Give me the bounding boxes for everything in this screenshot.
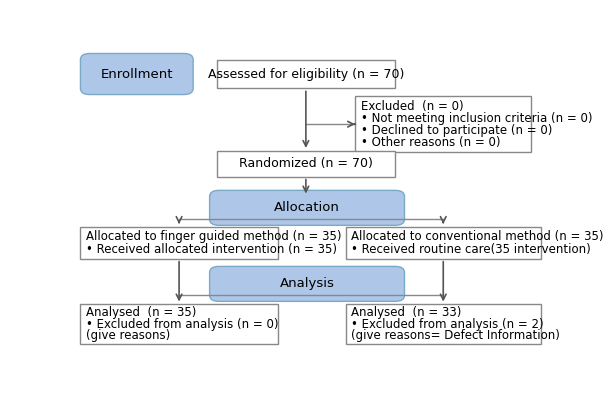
FancyBboxPatch shape — [217, 60, 395, 88]
Text: Assessed for eligibility (n = 70): Assessed for eligibility (n = 70) — [208, 68, 404, 81]
Text: • Received routine care(35 intervention): • Received routine care(35 intervention) — [351, 243, 591, 256]
Text: • Excluded from analysis (n = 2): • Excluded from analysis (n = 2) — [351, 318, 544, 331]
Text: • Received allocated intervention (n = 35): • Received allocated intervention (n = 3… — [86, 243, 337, 256]
FancyBboxPatch shape — [81, 305, 278, 344]
FancyBboxPatch shape — [210, 266, 404, 301]
FancyBboxPatch shape — [81, 227, 278, 259]
Text: Randomized (n = 70): Randomized (n = 70) — [239, 157, 373, 170]
FancyBboxPatch shape — [346, 305, 541, 344]
Text: • Excluded from analysis (n = 0): • Excluded from analysis (n = 0) — [86, 318, 279, 331]
Text: • Not meeting inclusion criteria (n = 0): • Not meeting inclusion criteria (n = 0) — [361, 112, 592, 125]
Text: Excluded  (n = 0): Excluded (n = 0) — [361, 100, 464, 113]
FancyBboxPatch shape — [346, 227, 541, 259]
FancyBboxPatch shape — [217, 151, 395, 177]
Text: Enrollment: Enrollment — [101, 68, 173, 81]
Text: Analysed  (n = 33): Analysed (n = 33) — [351, 307, 462, 320]
FancyBboxPatch shape — [355, 96, 531, 152]
Text: Allocated to finger guided method (n = 35): Allocated to finger guided method (n = 3… — [86, 229, 342, 243]
FancyBboxPatch shape — [210, 190, 404, 225]
Text: (give reasons= Defect Information): (give reasons= Defect Information) — [351, 329, 561, 342]
Text: • Other reasons (n = 0): • Other reasons (n = 0) — [361, 135, 501, 149]
Text: • Declined to participate (n = 0): • Declined to participate (n = 0) — [361, 124, 552, 137]
Text: Allocation: Allocation — [274, 201, 340, 214]
Text: Analysis: Analysis — [279, 277, 335, 290]
Text: Allocated to conventional method (n = 35): Allocated to conventional method (n = 35… — [351, 229, 604, 243]
Text: Analysed  (n = 35): Analysed (n = 35) — [86, 307, 196, 320]
FancyBboxPatch shape — [81, 53, 193, 94]
Text: (give reasons): (give reasons) — [86, 329, 170, 342]
